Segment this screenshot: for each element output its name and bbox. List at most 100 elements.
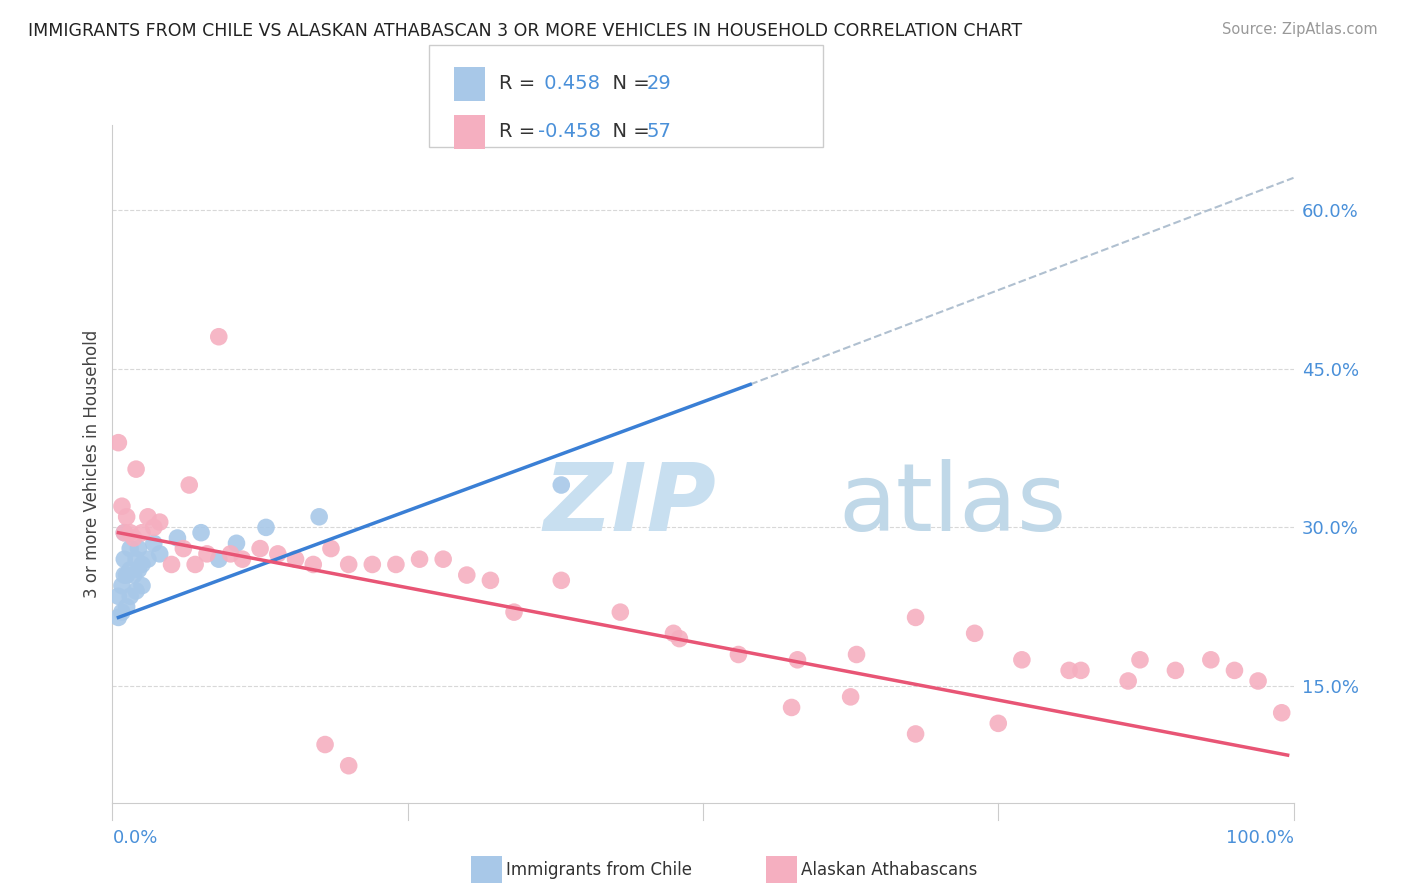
Point xyxy=(122,568,145,582)
Point xyxy=(225,536,247,550)
Point xyxy=(408,552,430,566)
Point xyxy=(131,525,153,540)
Point xyxy=(1129,653,1152,667)
Text: 0.458: 0.458 xyxy=(538,74,600,93)
Point xyxy=(112,525,135,540)
Point xyxy=(115,568,138,582)
Point xyxy=(609,605,631,619)
Point xyxy=(127,541,149,556)
Point xyxy=(308,509,330,524)
Point xyxy=(122,531,145,545)
Point xyxy=(107,589,129,603)
Point xyxy=(662,626,685,640)
Text: IMMIGRANTS FROM CHILE VS ALASKAN ATHABASCAN 3 OR MORE VEHICLES IN HOUSEHOLD CORR: IMMIGRANTS FROM CHILE VS ALASKAN ATHABAS… xyxy=(28,22,1022,40)
Text: 29: 29 xyxy=(647,74,672,93)
Point xyxy=(361,558,384,572)
Point xyxy=(1199,653,1222,667)
Point xyxy=(179,478,201,492)
Point xyxy=(107,435,129,450)
Text: N =: N = xyxy=(600,74,657,93)
Point xyxy=(904,727,927,741)
Point xyxy=(780,700,803,714)
Point xyxy=(131,558,153,572)
Point xyxy=(127,563,149,577)
Point xyxy=(160,558,183,572)
Point xyxy=(190,525,212,540)
Point xyxy=(111,579,134,593)
Point xyxy=(142,536,165,550)
Point xyxy=(195,547,218,561)
Point xyxy=(1057,664,1080,678)
Point xyxy=(1116,673,1139,688)
Point xyxy=(337,558,360,572)
Point xyxy=(120,525,142,540)
Point xyxy=(136,509,159,524)
Point xyxy=(432,552,454,566)
Point xyxy=(727,648,749,662)
Y-axis label: 3 or more Vehicles in Household: 3 or more Vehicles in Household xyxy=(83,330,101,598)
Point xyxy=(503,605,526,619)
Point xyxy=(142,520,165,534)
Point xyxy=(786,653,808,667)
Text: Immigrants from Chile: Immigrants from Chile xyxy=(506,861,692,879)
Point xyxy=(1070,664,1092,678)
Text: Source: ZipAtlas.com: Source: ZipAtlas.com xyxy=(1222,22,1378,37)
Point xyxy=(125,584,148,599)
Text: atlas: atlas xyxy=(839,458,1067,550)
Point xyxy=(120,563,142,577)
Point xyxy=(385,558,408,572)
Point xyxy=(166,531,188,545)
Text: 100.0%: 100.0% xyxy=(1226,830,1294,847)
Text: 0.0%: 0.0% xyxy=(112,830,157,847)
Point xyxy=(987,716,1010,731)
Text: -0.458: -0.458 xyxy=(538,122,602,141)
Point xyxy=(208,552,231,566)
Point xyxy=(120,541,142,556)
Point xyxy=(208,330,231,344)
Point xyxy=(254,520,277,534)
Text: R =: R = xyxy=(499,74,541,93)
Point xyxy=(267,547,290,561)
Text: R =: R = xyxy=(499,122,541,141)
Point xyxy=(125,462,148,476)
Point xyxy=(302,558,325,572)
Point xyxy=(219,547,242,561)
Point xyxy=(112,568,135,582)
Point xyxy=(184,558,207,572)
Point xyxy=(839,690,862,704)
Point xyxy=(172,541,194,556)
Point xyxy=(136,552,159,566)
Point xyxy=(845,648,868,662)
Point xyxy=(456,568,478,582)
Point xyxy=(1164,664,1187,678)
Point xyxy=(550,574,572,588)
Point xyxy=(550,478,572,492)
Point xyxy=(963,626,986,640)
Point xyxy=(319,541,342,556)
Point xyxy=(904,610,927,624)
Point xyxy=(149,515,172,529)
Point xyxy=(125,552,148,566)
Point xyxy=(314,738,336,752)
Point xyxy=(231,552,253,566)
Point xyxy=(479,574,502,588)
Point xyxy=(1271,706,1294,720)
Point xyxy=(111,605,134,619)
Point xyxy=(112,525,135,540)
Point xyxy=(1247,673,1270,688)
Point xyxy=(668,632,690,646)
Point xyxy=(111,500,134,514)
Text: 57: 57 xyxy=(647,122,672,141)
Point xyxy=(115,599,138,614)
Point xyxy=(1223,664,1246,678)
Point xyxy=(249,541,271,556)
Point xyxy=(149,547,172,561)
Point xyxy=(112,552,135,566)
Point xyxy=(131,579,153,593)
Point xyxy=(107,610,129,624)
Point xyxy=(115,509,138,524)
Text: N =: N = xyxy=(600,122,657,141)
Point xyxy=(284,552,307,566)
Point xyxy=(1011,653,1033,667)
Text: ZIP: ZIP xyxy=(544,458,717,550)
